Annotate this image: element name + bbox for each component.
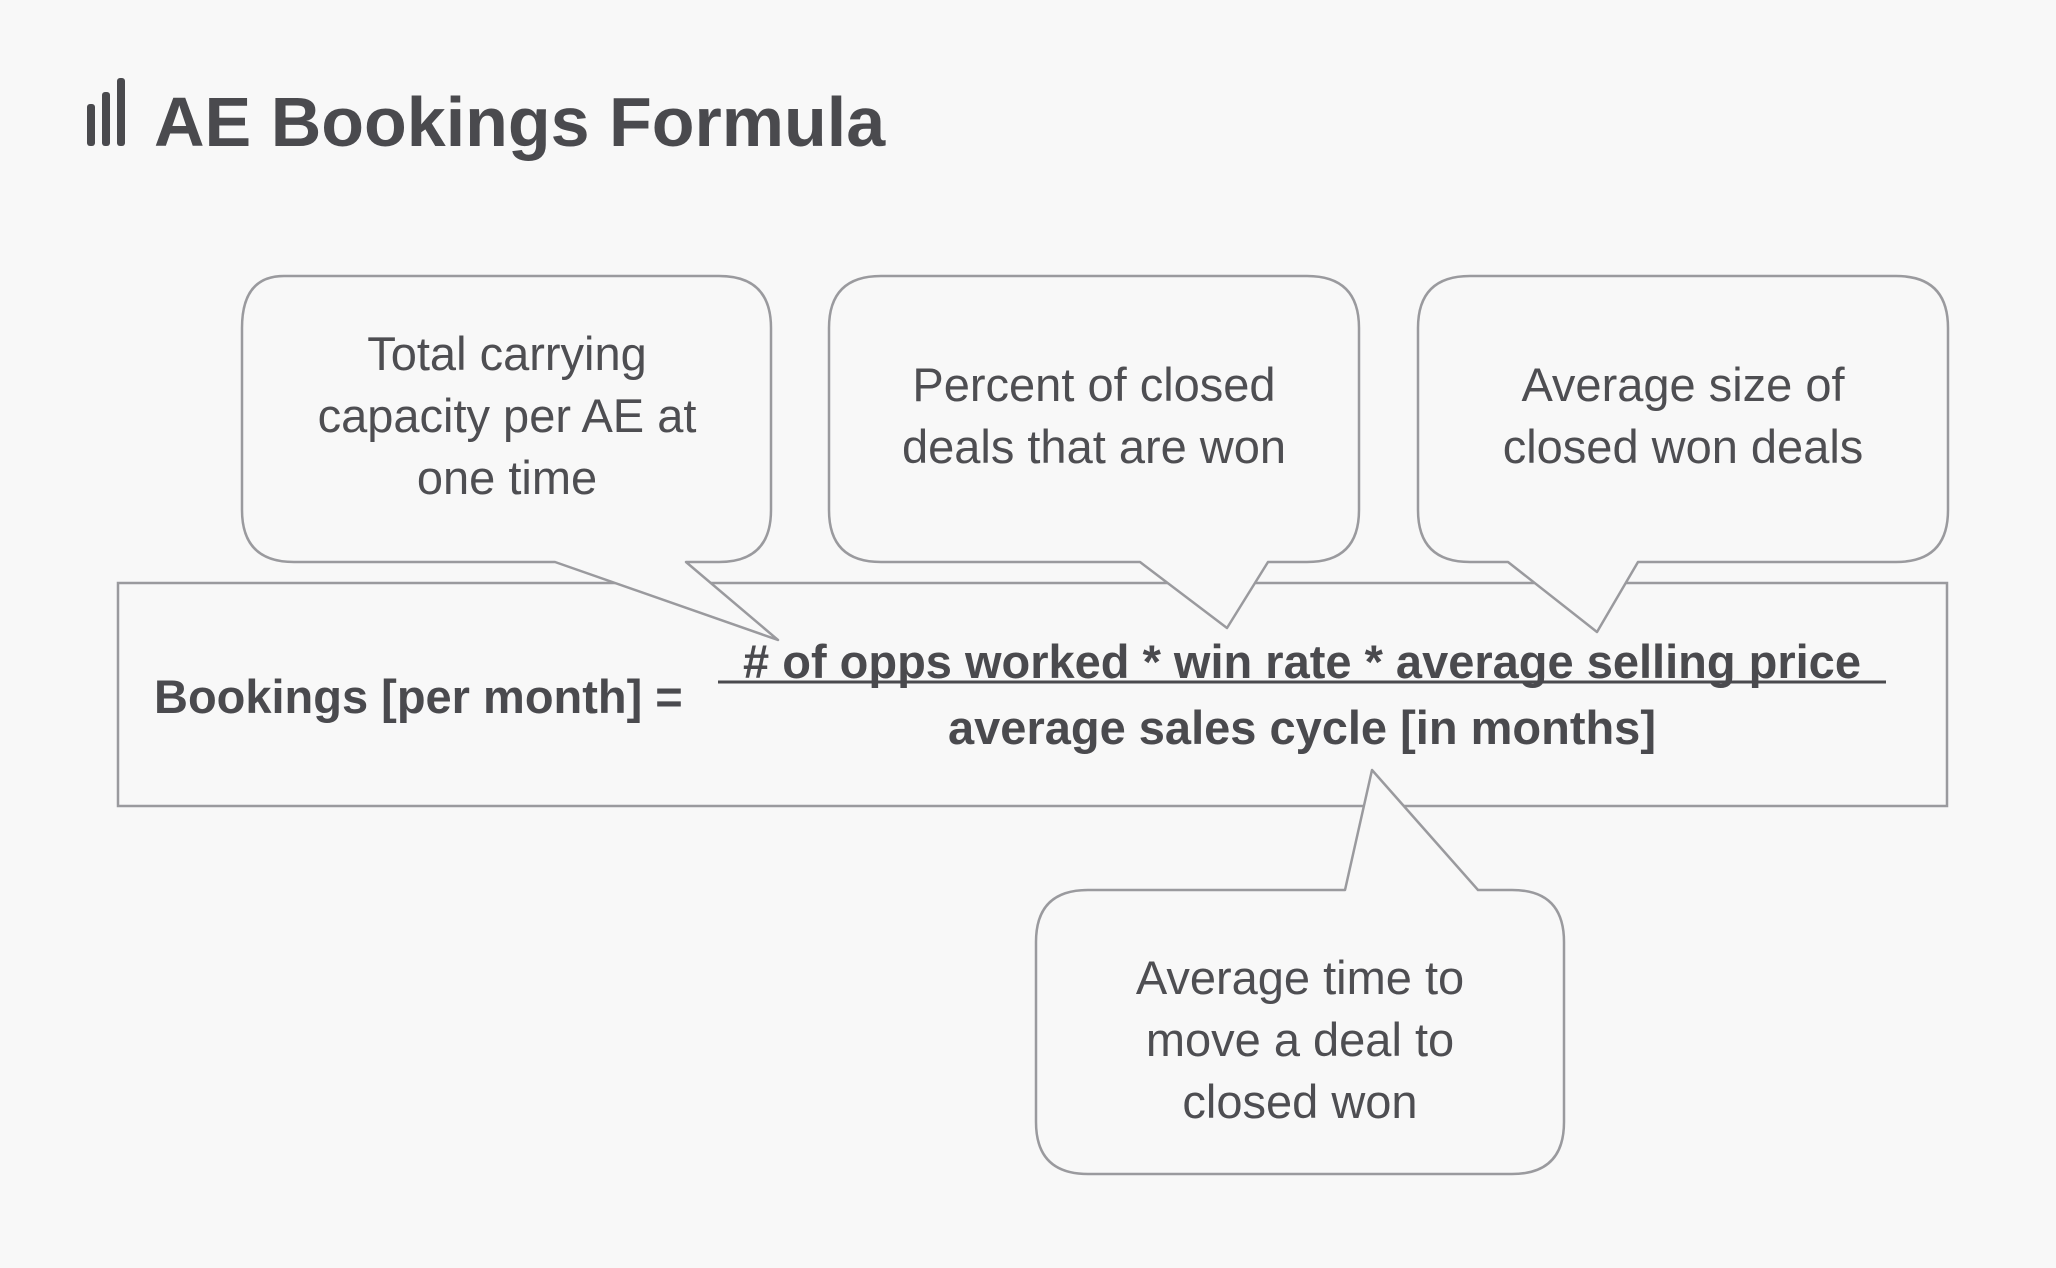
- bar-chart-icon: [87, 78, 125, 146]
- callout-capacity-bubble: [240, 274, 780, 642]
- callout-win-rate-bubble: [827, 274, 1361, 630]
- callout-sales-cycle-bubble: [1034, 768, 1566, 1176]
- callout-capacity-label: Total carrying capacity per AE at one time: [317, 327, 697, 504]
- callout-deal-size-text: Average size of closed won deals: [1432, 306, 1934, 526]
- callout-win-rate-label: Percent of closed deals that are won: [901, 358, 1287, 473]
- callout-capacity-text: Total carrying capacity per AE at one time: [256, 306, 758, 526]
- callout-win-rate-text: Percent of closed deals that are won: [843, 306, 1345, 526]
- callout-deal-size-bubble: [1416, 274, 1950, 634]
- formula-box: [116, 581, 1949, 808]
- formula-denominator: average sales cycle [in months]: [948, 701, 1656, 754]
- page-title: AE Bookings Formula: [154, 83, 886, 161]
- callout-sales-cycle-text: Average time to move a deal to closed won: [1050, 920, 1550, 1160]
- formula-label: Bookings [per month] =: [154, 670, 683, 723]
- formula-numerator: # of opps worked * win rate * average se…: [743, 635, 1861, 688]
- callout-deal-size-label: Average size of closed won deals: [1502, 358, 1864, 473]
- callout-sales-cycle-label: Average time to move a deal to closed won: [1135, 951, 1465, 1128]
